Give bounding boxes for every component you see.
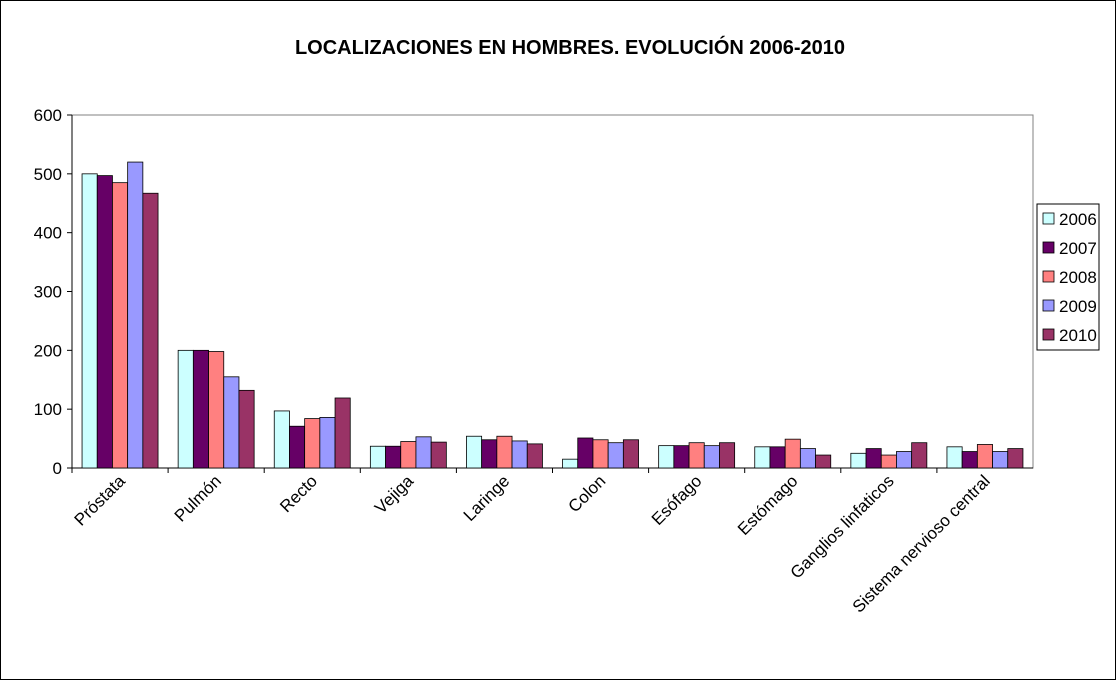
legend-label: 2007	[1059, 239, 1097, 258]
chart-title: LOCALIZACIONES EN HOMBRES. EVOLUCIÓN 200…	[295, 35, 845, 59]
bar	[592, 439, 609, 469]
bar	[673, 445, 690, 469]
legend-swatch	[1042, 299, 1055, 312]
bar	[946, 446, 963, 469]
bar	[481, 439, 498, 469]
y-tick-label: 400	[34, 224, 62, 243]
legend-label: 2008	[1059, 268, 1097, 287]
bar	[238, 389, 255, 469]
y-tick-label: 300	[34, 283, 62, 302]
bar	[496, 435, 513, 469]
bar	[992, 451, 1009, 469]
bar	[719, 442, 736, 469]
bar	[688, 442, 705, 469]
legend-swatch	[1042, 270, 1055, 283]
y-tick-label: 500	[34, 165, 62, 184]
y-tick-label: 100	[34, 400, 62, 419]
bar	[896, 451, 913, 469]
legend-label: 2010	[1059, 326, 1097, 345]
bar	[607, 442, 624, 469]
y-tick-label: 200	[34, 341, 62, 360]
bar	[96, 175, 113, 469]
bar	[799, 448, 816, 469]
bar	[911, 442, 928, 469]
y-tick-label: 600	[34, 106, 62, 125]
legend-swatch	[1042, 241, 1055, 254]
bar	[177, 349, 194, 469]
bar	[703, 445, 720, 469]
bar	[658, 445, 675, 469]
bar	[961, 451, 978, 469]
bar	[577, 437, 594, 469]
bar	[400, 441, 417, 469]
legend-label: 2006	[1059, 210, 1097, 229]
legend-swatch	[1042, 328, 1055, 341]
bar	[223, 376, 240, 469]
bar	[142, 192, 159, 469]
bar	[369, 445, 386, 469]
bar	[865, 448, 882, 469]
bar	[192, 349, 209, 469]
bar	[1007, 448, 1024, 469]
bar	[415, 436, 432, 469]
bar	[850, 452, 867, 469]
bar	[562, 458, 579, 469]
bar	[81, 173, 98, 469]
y-tick-label: 0	[53, 459, 62, 478]
bar	[208, 351, 225, 469]
bar	[289, 425, 306, 469]
bar	[815, 454, 832, 469]
bar	[784, 438, 801, 469]
bar	[112, 182, 129, 469]
bar	[127, 161, 144, 469]
bar	[976, 444, 993, 469]
bar	[334, 397, 351, 469]
bar	[385, 445, 402, 469]
bar	[466, 435, 483, 469]
bar	[430, 441, 447, 469]
bar	[754, 446, 771, 469]
bar	[769, 446, 786, 469]
bar	[511, 440, 528, 469]
bar	[622, 439, 639, 469]
legend-swatch	[1042, 212, 1055, 225]
bar	[526, 443, 543, 469]
bar	[304, 418, 321, 469]
bar	[880, 454, 897, 469]
bar	[273, 410, 290, 469]
legend-label: 2009	[1059, 297, 1097, 316]
bar	[319, 417, 336, 469]
